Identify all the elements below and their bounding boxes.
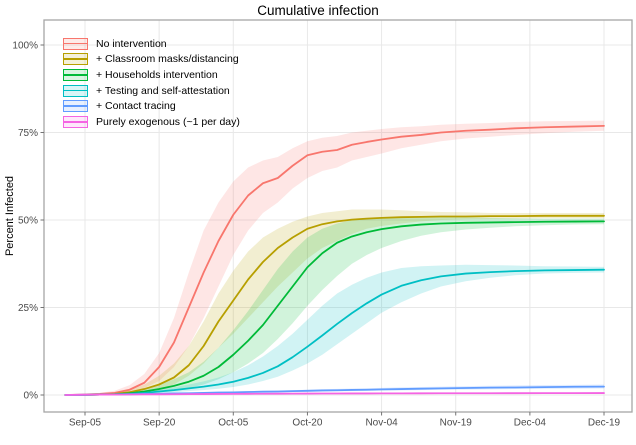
y-tick-label: 75% <box>18 128 38 139</box>
x-tick-label: Sep-20 <box>143 418 176 429</box>
legend-item-label: No intervention <box>96 37 167 50</box>
y-tick-label: 100% <box>12 41 38 52</box>
series-line-exogenous <box>64 392 605 396</box>
confidence-band-testing <box>65 264 605 395</box>
legend-key-line <box>64 121 87 123</box>
series-line-households <box>64 220 605 396</box>
legend-item-label: + Classroom masks/distancing <box>96 53 239 66</box>
x-tick-label: Nov-19 <box>440 418 473 429</box>
legend: No intervention + Classroom masks/distanc… <box>63 37 240 131</box>
legend-item-classroom_masks: + Classroom masks/distancing <box>63 53 240 66</box>
legend-item-households: + Households intervention <box>63 68 240 81</box>
y-tick-label: 50% <box>18 216 38 227</box>
legend-item-testing: + Testing and self-attestation <box>63 84 240 97</box>
confidence-band-households <box>65 216 605 395</box>
x-tick-label: Nov-04 <box>365 418 398 429</box>
legend-item-label: + Testing and self-attestation <box>96 84 230 97</box>
confidence-band-classroom_masks <box>65 209 605 395</box>
series-line-no_intervention <box>64 124 605 396</box>
legend-key-swatch <box>63 53 88 66</box>
legend-key-swatch <box>63 115 88 128</box>
legend-item-label: Purely exogenous (~1 per day) <box>96 115 240 128</box>
legend-key-swatch <box>63 68 88 81</box>
panel-border <box>43 19 633 413</box>
legend-key-swatch <box>63 37 88 50</box>
x-tick-label: Sep-05 <box>69 418 102 429</box>
legend-key-line <box>64 58 87 61</box>
chart-title: Cumulative infection <box>257 3 379 18</box>
legend-key-swatch <box>63 100 88 113</box>
y-tick-label: 0% <box>24 391 39 402</box>
legend-item-label: + Contact tracing <box>96 100 176 113</box>
series-line-testing <box>64 268 605 396</box>
legend-item-no_intervention: No intervention <box>63 37 240 50</box>
legend-item-contact_tracing: + Contact tracing <box>63 100 240 113</box>
legend-key-line <box>64 105 87 108</box>
x-tick-label: Oct-05 <box>218 418 248 429</box>
x-tick-label: Dec-19 <box>588 418 621 429</box>
legend-key-line <box>64 42 87 45</box>
legend-item-exogenous: Purely exogenous (~1 per day) <box>63 115 240 128</box>
x-tick-label: Oct-20 <box>292 418 322 429</box>
legend-key-swatch <box>63 84 88 97</box>
series-line-classroom_masks <box>64 214 605 396</box>
legend-key-line <box>64 89 87 92</box>
legend-key-line <box>64 73 87 76</box>
y-tick-label: 25% <box>18 303 38 314</box>
x-tick-label: Dec-04 <box>514 418 547 429</box>
legend-item-label: + Households intervention <box>96 68 218 81</box>
